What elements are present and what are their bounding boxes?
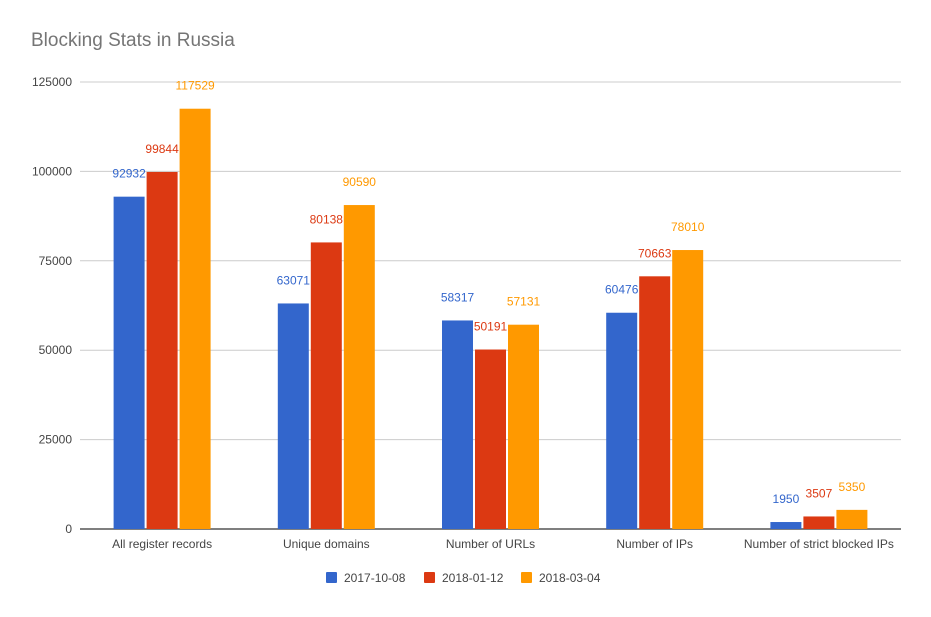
legend: 2017-10-08 2018-01-12 2018-03-04 xyxy=(326,571,601,585)
data-label: 70663 xyxy=(638,246,672,260)
bar xyxy=(179,108,211,529)
chart-title: Blocking Stats in Russia xyxy=(31,30,235,51)
data-label: 57131 xyxy=(507,295,541,309)
bar xyxy=(310,242,342,529)
y-tick-label: 75000 xyxy=(39,254,73,268)
y-tick-label: 0 xyxy=(65,522,72,536)
y-tick-label: 25000 xyxy=(39,433,73,447)
data-label: 58317 xyxy=(441,290,475,304)
x-tick-label: Number of URLs xyxy=(446,537,535,551)
x-tick-label: Number of IPs xyxy=(616,537,693,551)
y-tick-label: 50000 xyxy=(39,343,73,357)
bar xyxy=(508,324,539,529)
bar xyxy=(803,516,835,529)
bar xyxy=(639,276,671,529)
legend-swatch xyxy=(424,572,435,583)
data-label: 90590 xyxy=(343,175,377,189)
x-tick-label: Unique domains xyxy=(283,537,370,551)
data-label: 117529 xyxy=(176,79,215,93)
bar xyxy=(836,509,868,529)
bar xyxy=(606,312,638,529)
bars xyxy=(113,108,868,529)
data-labels: 92932 99844 117529 63071 80138 90590 58317 5019… xyxy=(112,79,865,506)
bar xyxy=(277,303,309,529)
bar xyxy=(343,205,375,529)
legend-label: 2018-01-12 xyxy=(442,571,504,585)
bar xyxy=(672,250,704,529)
bar xyxy=(770,522,802,529)
data-label: 60476 xyxy=(605,283,639,297)
data-label: 78010 xyxy=(671,220,705,234)
y-axis-ticks: 0 25000 50000 75000 100000 125000 xyxy=(32,75,72,536)
bar xyxy=(113,196,145,529)
data-label: 3507 xyxy=(806,486,833,500)
x-tick-label: All register records xyxy=(112,537,212,551)
data-label: 99844 xyxy=(145,142,179,156)
data-label: 1950 xyxy=(773,492,800,506)
legend-label: 2017-10-08 xyxy=(344,571,406,585)
legend-swatch xyxy=(521,572,532,583)
legend-swatch xyxy=(326,572,337,583)
data-label: 92932 xyxy=(112,167,146,181)
x-axis-ticks: All register records Unique domains Number… xyxy=(112,537,894,551)
bar xyxy=(146,171,178,529)
y-tick-label: 100000 xyxy=(32,164,72,178)
y-tick-label: 125000 xyxy=(32,75,72,89)
bar xyxy=(475,349,506,529)
bar xyxy=(442,320,473,529)
data-label: 50191 xyxy=(474,320,508,334)
data-label: 80138 xyxy=(310,212,344,226)
x-tick-label: Number of strict blocked IPs xyxy=(744,537,894,551)
data-label: 5350 xyxy=(839,480,866,494)
legend-label: 2018-03-04 xyxy=(539,571,601,585)
data-label: 63071 xyxy=(277,273,311,287)
